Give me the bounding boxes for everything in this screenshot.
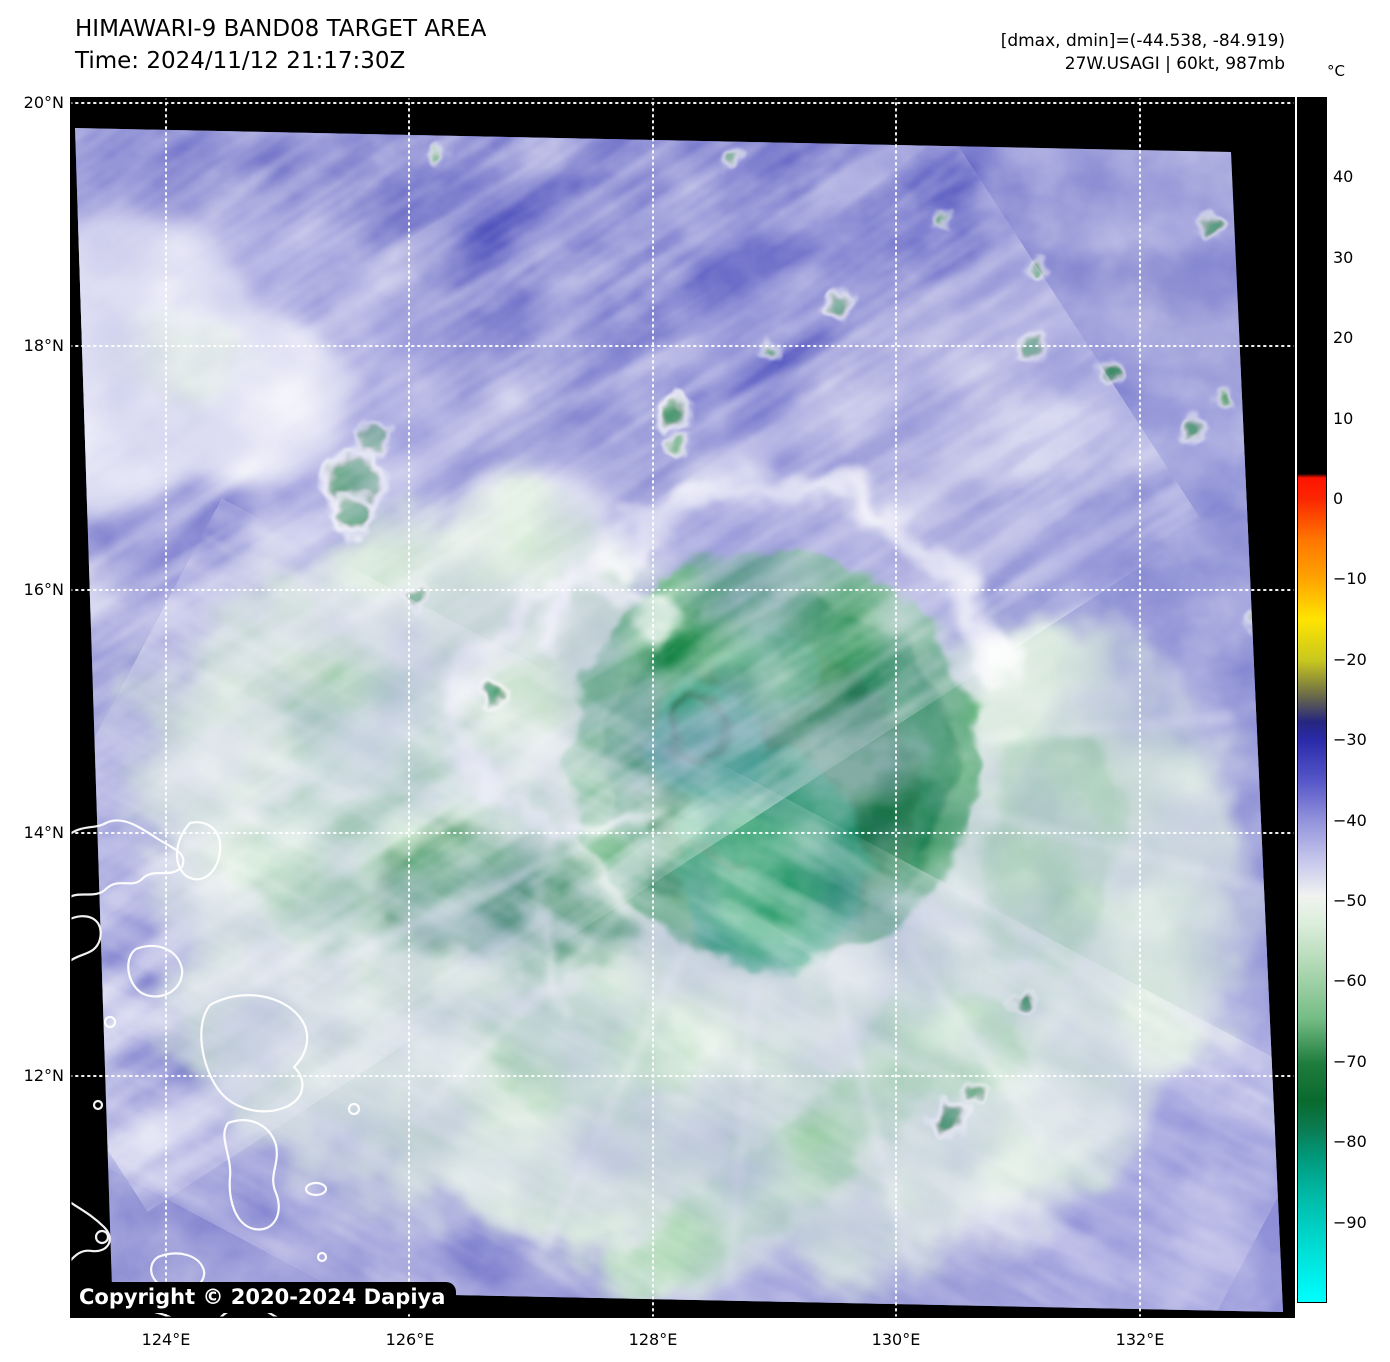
dmax-dmin-annotation: [dmax, dmin]=(-44.538, -84.919) xyxy=(1000,31,1285,51)
colorbar-tick-label: −90 xyxy=(1333,1213,1367,1232)
colorbar-tick-label: −40 xyxy=(1333,811,1367,830)
lon-tick-label: 132°E xyxy=(1115,1330,1165,1349)
colorbar xyxy=(1297,97,1327,1303)
lon-tick-label: 124°E xyxy=(141,1330,191,1349)
lat-tick-label: 14°N xyxy=(23,823,64,842)
colorbar-tick-label: −10 xyxy=(1333,569,1367,588)
lon-tick-label: 130°E xyxy=(871,1330,921,1349)
colorbar-tick-label: −80 xyxy=(1333,1132,1367,1151)
storm-annotation: 27W.USAGI | 60kt, 987mb xyxy=(1064,54,1285,74)
colorbar-tick-label: 20 xyxy=(1333,328,1354,347)
lat-tick-label: 12°N xyxy=(23,1066,64,1085)
lon-tick-label: 126°E xyxy=(385,1330,435,1349)
lon-tick-label: 128°E xyxy=(628,1330,678,1349)
copyright-badge: Copyright © 2020-2024 Dapiya xyxy=(70,1282,457,1313)
satellite-image xyxy=(70,97,1295,1318)
lat-tick-label: 20°N xyxy=(23,93,64,112)
colorbar-tick-label: −20 xyxy=(1333,650,1367,669)
grid-overlay xyxy=(70,97,1295,1318)
lat-tick-label: 16°N xyxy=(23,580,64,599)
colorbar-tick-label: 10 xyxy=(1333,409,1354,428)
colorbar-tick-label: 30 xyxy=(1333,248,1354,267)
shadow-mottle xyxy=(75,128,1283,1312)
colorbar-tick-label: 0 xyxy=(1333,489,1344,508)
time-subtitle: Time: 2024/11/12 21:17:30Z xyxy=(75,48,406,74)
lat-tick-label: 18°N xyxy=(23,336,64,355)
colorbar-unit-label: °C xyxy=(1327,62,1345,80)
page-title: HIMAWARI-9 BAND08 TARGET AREA xyxy=(75,16,487,42)
colorbar-tick-label: −60 xyxy=(1333,971,1367,990)
colorbar-tick-label: −50 xyxy=(1333,891,1367,910)
axes-spine xyxy=(70,97,1295,1318)
data-swath xyxy=(75,128,1283,1312)
colorbar-tick-label: −30 xyxy=(1333,730,1367,749)
annotation-block: [dmax, dmin]=(-44.538, -84.919) 27W.USAG… xyxy=(1001,30,1285,76)
colorbar-tick-label: −70 xyxy=(1333,1052,1367,1071)
colorbar-tick-label: 40 xyxy=(1333,167,1354,186)
